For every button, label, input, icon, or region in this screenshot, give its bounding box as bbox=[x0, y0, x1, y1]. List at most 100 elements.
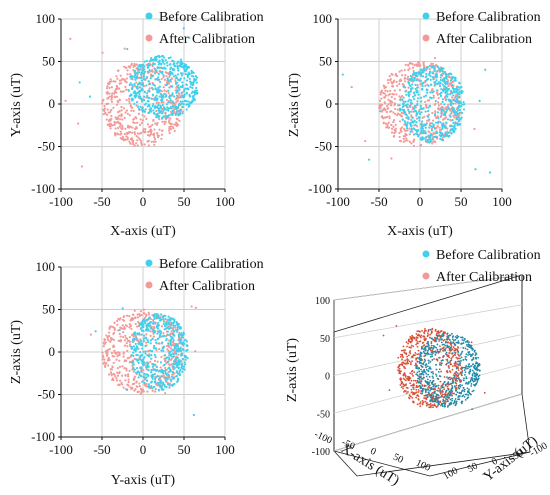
before-calibration-point bbox=[427, 140, 430, 144]
after-calibration-point bbox=[418, 334, 420, 337]
before-calibration-point bbox=[190, 69, 193, 72]
after-calibration-point bbox=[153, 136, 156, 139]
before-calibration-point bbox=[416, 104, 419, 107]
before-calibration-point bbox=[436, 343, 439, 346]
before-calibration-point bbox=[158, 80, 162, 83]
y-tick-label: -100 bbox=[31, 181, 55, 196]
after-calibration-point bbox=[122, 351, 126, 354]
before-calibration-point bbox=[428, 137, 431, 141]
before-calibration-point bbox=[149, 349, 152, 352]
after-calibration-point bbox=[132, 378, 135, 381]
before-calibration-point bbox=[156, 327, 160, 330]
after-calibration-point bbox=[425, 69, 428, 72]
after-calibration-point bbox=[120, 113, 123, 116]
before-calibration-point bbox=[173, 95, 176, 98]
before-calibration-point bbox=[426, 115, 429, 118]
before-calibration-point bbox=[431, 353, 433, 356]
x-tick-label: -100 bbox=[49, 442, 73, 457]
before-calibration-point bbox=[143, 70, 147, 74]
before-calibration-point bbox=[141, 106, 144, 109]
before-calibration-point bbox=[429, 368, 432, 370]
before-calibration-point bbox=[145, 326, 149, 329]
before-calibration-point bbox=[433, 113, 436, 116]
before-calibration-point bbox=[446, 118, 450, 121]
before-calibration-point bbox=[440, 67, 444, 71]
before-calibration-point bbox=[440, 394, 443, 397]
after-calibration-point bbox=[136, 313, 139, 316]
before-calibration-point bbox=[179, 325, 182, 329]
after-calibration-point bbox=[425, 404, 428, 407]
after-calibration-point bbox=[423, 385, 426, 388]
after-calibration-point bbox=[121, 118, 124, 121]
before-calibration-point bbox=[471, 359, 473, 362]
before-calibration-point bbox=[429, 78, 432, 82]
panel-yz-y-axis-label: Z-axis (uT) bbox=[9, 320, 24, 384]
after-calibration-point bbox=[398, 80, 401, 83]
before-calibration-point bbox=[428, 381, 430, 384]
after-calibration-point bbox=[450, 357, 453, 360]
before-calibration-point bbox=[453, 111, 456, 114]
before-calibration-point bbox=[441, 78, 445, 81]
before-calibration-point bbox=[129, 75, 132, 78]
before-calibration-point bbox=[143, 95, 146, 98]
before-calibration-point bbox=[453, 124, 456, 127]
after-calibration-point bbox=[157, 101, 160, 104]
before-calibration-point bbox=[160, 375, 163, 378]
before-calibration-point bbox=[169, 342, 172, 345]
after-calibration-point bbox=[393, 79, 396, 82]
before-calibration-point bbox=[157, 381, 160, 384]
after-calibration-point bbox=[440, 330, 443, 332]
after-calibration-point bbox=[414, 354, 416, 357]
panel-xy-before-points bbox=[78, 27, 199, 120]
after-calibration-point bbox=[408, 397, 411, 400]
before-calibration-point bbox=[413, 76, 417, 80]
after-calibration-point bbox=[115, 121, 118, 124]
after-calibration-point bbox=[428, 336, 431, 339]
after-calibration-point bbox=[412, 386, 415, 389]
after-calibration-point bbox=[405, 362, 408, 365]
before-calibration-point bbox=[432, 344, 435, 347]
before-calibration-point bbox=[438, 363, 441, 366]
after-calibration-point bbox=[394, 123, 397, 126]
after-calibration-point bbox=[452, 80, 455, 83]
before-calibration-point bbox=[145, 361, 148, 364]
before-calibration-point bbox=[181, 81, 184, 84]
after-calibration-point bbox=[364, 139, 367, 143]
before-calibration-point bbox=[463, 339, 465, 342]
before-calibration-point bbox=[466, 397, 469, 400]
after-calibration-point bbox=[122, 65, 126, 68]
after-calibration-point bbox=[443, 346, 445, 349]
after-calibration-point bbox=[174, 79, 177, 83]
before-calibration-point bbox=[151, 387, 154, 390]
before-calibration-point bbox=[185, 83, 188, 86]
after-calibration-point bbox=[413, 393, 416, 395]
x-tick-label: 50 bbox=[178, 442, 191, 457]
after-calibration-point bbox=[108, 86, 111, 89]
after-calibration-point bbox=[113, 123, 116, 127]
before-calibration-point bbox=[434, 395, 437, 398]
before-calibration-point bbox=[151, 104, 154, 108]
before-calibration-point bbox=[172, 352, 175, 356]
after-calibration-point bbox=[115, 377, 118, 380]
after-calibration-point bbox=[421, 342, 424, 344]
after-calibration-point bbox=[125, 336, 128, 340]
after-calibration-point bbox=[403, 127, 406, 131]
x-tick-label-3d: 0 bbox=[368, 446, 377, 458]
after-calibration-point bbox=[125, 66, 128, 69]
after-calibration-point bbox=[401, 74, 404, 77]
before-calibration-point bbox=[456, 337, 458, 339]
before-calibration-point bbox=[427, 84, 430, 87]
before-calibration-point bbox=[442, 113, 445, 116]
before-calibration-point bbox=[425, 363, 428, 365]
before-calibration-point bbox=[153, 62, 156, 66]
before-calibration-point bbox=[439, 137, 442, 140]
before-calibration-point bbox=[163, 383, 166, 387]
after-calibration-point bbox=[138, 384, 141, 388]
before-calibration-point bbox=[458, 108, 462, 112]
before-calibration-point bbox=[415, 120, 418, 124]
after-calibration-point bbox=[136, 132, 139, 135]
panel-xy-legend-after-marker bbox=[145, 34, 153, 42]
before-calibration-point bbox=[463, 338, 466, 340]
before-calibration-point bbox=[421, 366, 424, 368]
x-tick-label: -100 bbox=[49, 194, 73, 209]
